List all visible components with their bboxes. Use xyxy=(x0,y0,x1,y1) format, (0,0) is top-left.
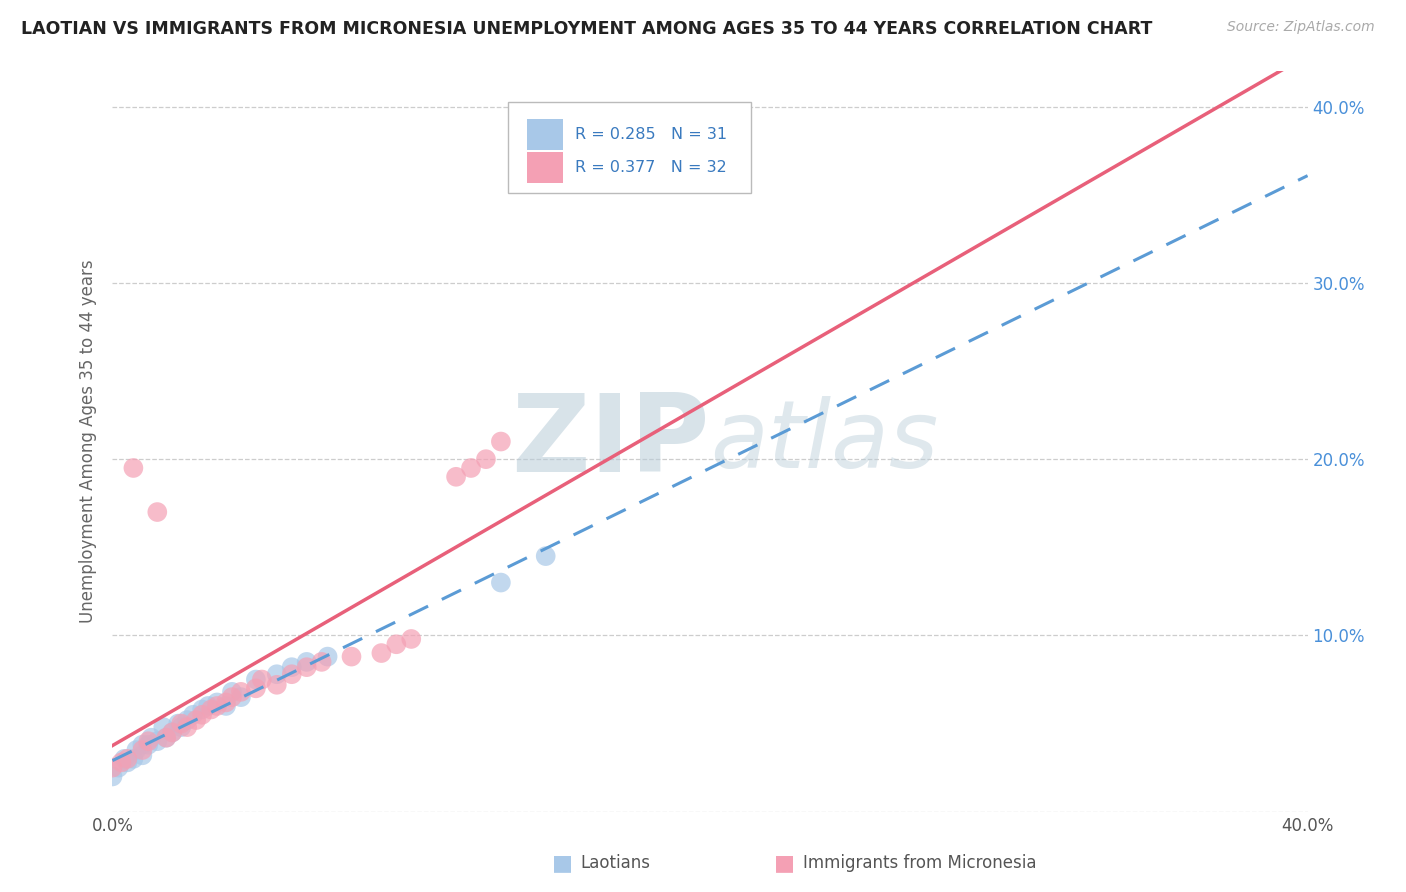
Text: R = 0.285   N = 31: R = 0.285 N = 31 xyxy=(575,127,727,142)
Point xyxy=(176,720,198,734)
Point xyxy=(197,698,219,713)
Point xyxy=(122,752,145,766)
Text: ■: ■ xyxy=(775,854,794,873)
Point xyxy=(122,461,145,475)
Point xyxy=(311,655,333,669)
Point xyxy=(152,720,174,734)
Point xyxy=(117,756,139,770)
Text: Laotians: Laotians xyxy=(581,855,651,872)
Point xyxy=(200,702,222,716)
Point xyxy=(460,461,482,475)
Point xyxy=(229,685,252,699)
Point xyxy=(385,637,408,651)
Point xyxy=(117,752,139,766)
Point xyxy=(221,690,243,705)
Point xyxy=(215,695,238,709)
Point xyxy=(444,470,467,484)
Point xyxy=(146,734,169,748)
Point xyxy=(205,698,228,713)
Point xyxy=(181,707,204,722)
Point xyxy=(340,649,363,664)
Point xyxy=(162,725,183,739)
Point xyxy=(191,702,214,716)
Point xyxy=(170,716,193,731)
Point xyxy=(191,707,214,722)
Text: R = 0.377   N = 32: R = 0.377 N = 32 xyxy=(575,160,727,175)
Point xyxy=(221,685,243,699)
Point xyxy=(138,734,160,748)
Text: LAOTIAN VS IMMIGRANTS FROM MICRONESIA UNEMPLOYMENT AMONG AGES 35 TO 44 YEARS COR: LAOTIAN VS IMMIGRANTS FROM MICRONESIA UN… xyxy=(21,20,1153,37)
Point xyxy=(110,756,132,770)
Point xyxy=(489,575,512,590)
Point xyxy=(316,649,339,664)
Bar xyxy=(527,119,562,150)
Point xyxy=(107,761,129,775)
Y-axis label: Unemployment Among Ages 35 to 44 years: Unemployment Among Ages 35 to 44 years xyxy=(79,260,97,624)
Text: atlas: atlas xyxy=(710,396,938,487)
Point xyxy=(176,713,198,727)
Point xyxy=(401,632,423,646)
Point xyxy=(534,549,557,563)
Point xyxy=(170,720,193,734)
Point xyxy=(489,434,512,449)
Bar xyxy=(527,152,562,183)
Point xyxy=(205,695,228,709)
Point xyxy=(146,505,169,519)
Text: Source: ZipAtlas.com: Source: ZipAtlas.com xyxy=(1227,20,1375,34)
Point xyxy=(475,452,498,467)
Text: Immigrants from Micronesia: Immigrants from Micronesia xyxy=(803,855,1036,872)
Point xyxy=(245,673,267,687)
Point xyxy=(245,681,267,696)
Point xyxy=(167,716,190,731)
Point xyxy=(295,660,318,674)
Point xyxy=(155,731,177,745)
Point xyxy=(131,738,153,752)
Point xyxy=(250,673,273,687)
Point xyxy=(281,660,304,674)
Point xyxy=(155,731,177,745)
Point xyxy=(229,690,252,705)
Point xyxy=(186,713,208,727)
Point xyxy=(281,667,304,681)
Point xyxy=(101,769,124,783)
Point xyxy=(295,655,318,669)
Point xyxy=(131,748,153,763)
Text: ZIP: ZIP xyxy=(512,389,710,494)
Point xyxy=(215,698,238,713)
FancyBboxPatch shape xyxy=(508,102,751,193)
Point xyxy=(131,743,153,757)
Point xyxy=(141,731,163,745)
Point xyxy=(266,667,288,681)
Point xyxy=(266,678,288,692)
Point xyxy=(125,743,148,757)
Point xyxy=(162,725,183,739)
Point xyxy=(101,761,124,775)
Point xyxy=(114,752,135,766)
Point xyxy=(370,646,392,660)
Text: ■: ■ xyxy=(553,854,572,873)
Point xyxy=(138,738,160,752)
